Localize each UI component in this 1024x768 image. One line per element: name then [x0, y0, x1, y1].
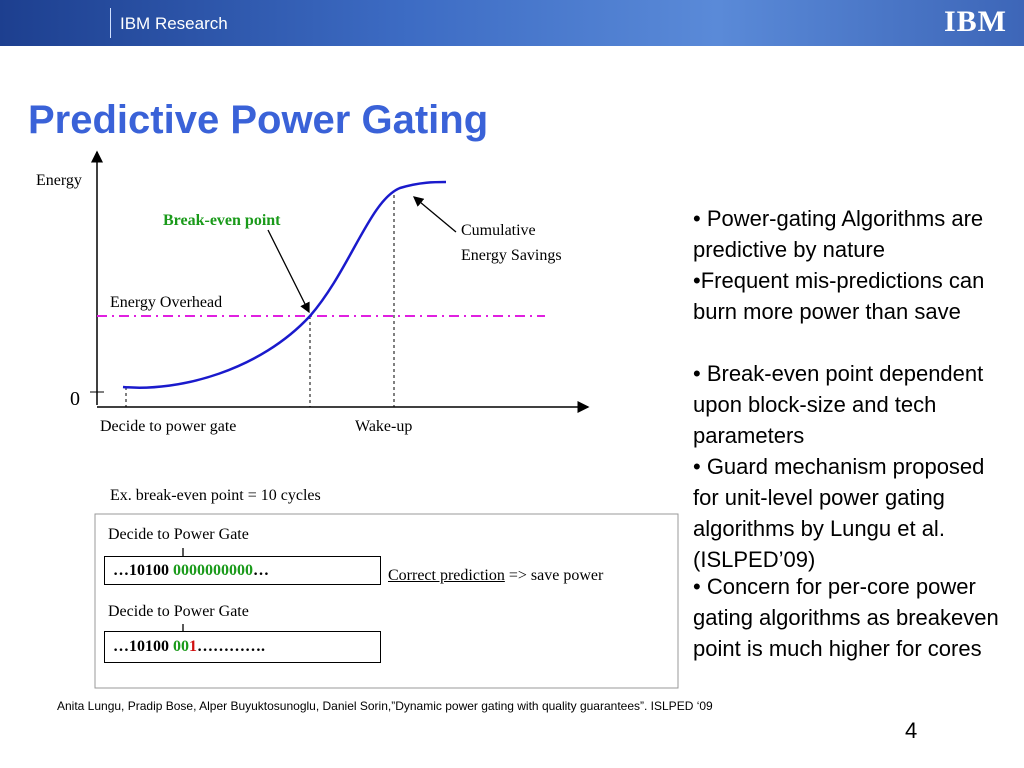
page-number: 4: [905, 718, 918, 743]
row-label: Decide to Power Gate: [108, 526, 249, 543]
arrow: [267, 229, 310, 314]
bits: …10100: [113, 638, 173, 655]
wakeup-label: Wake-up: [355, 418, 413, 435]
bit-box: …10100 001………….: [104, 631, 381, 663]
savings-curve: [122, 180, 447, 389]
result: Correct prediction => save power: [388, 567, 603, 585]
bits: 1: [189, 638, 197, 655]
savings-label: Cumulative: [461, 222, 536, 239]
break-even-label: Break-even point: [163, 212, 281, 229]
bullet: • Power-gating Algorithms are predictive…: [693, 206, 984, 262]
brand: IBM Research: [120, 14, 228, 33]
header-bar: IBM Research IBM: [0, 0, 1024, 46]
title: Predictive Power Gating: [28, 98, 489, 142]
bullet: • Concern for per-core power gating algo…: [693, 574, 999, 661]
example-caption: Ex. break-even point = 10 cycles: [110, 487, 321, 504]
bits: 0000000000: [173, 562, 253, 579]
result-part: => save power: [504, 567, 604, 584]
arrow: [413, 196, 457, 233]
overhead-label: Energy Overhead: [110, 294, 223, 311]
bits: …: [253, 562, 269, 579]
bullet: • Break-even point dependent upon block-…: [693, 361, 984, 448]
bits: …10100: [113, 562, 173, 579]
bullet: • Guard mechanism proposed for unit-leve…: [693, 454, 985, 572]
bit-box: …10100 0000000000…: [104, 556, 381, 585]
row-label: Decide to Power Gate: [108, 603, 249, 620]
bullet: •Frequent mis-predictions can burn more …: [693, 268, 985, 324]
bits: ………….: [197, 638, 265, 655]
example-frame: [94, 513, 679, 689]
y-label: Energy: [36, 172, 82, 189]
citation: Anita Lungu, Pradip Bose, Alper Buyuktos…: [57, 699, 713, 713]
divider: [110, 8, 111, 38]
decide-label: Decide to power gate: [100, 418, 237, 435]
logo: IBM: [944, 5, 1007, 38]
bits: 00: [173, 638, 189, 655]
result-part: Correct prediction: [388, 567, 505, 584]
savings-label: Energy Savings: [461, 247, 562, 264]
zero-label: 0: [70, 388, 80, 410]
